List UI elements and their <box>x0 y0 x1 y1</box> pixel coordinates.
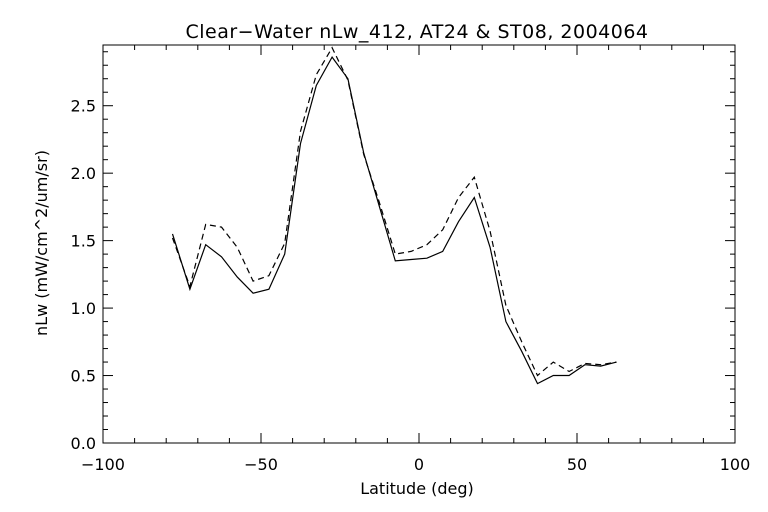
y-tick-label: 0.5 <box>71 367 96 386</box>
y-tick-label: 1.5 <box>71 232 96 251</box>
x-tick-label: 100 <box>720 455 751 474</box>
series-layer <box>171 46 617 385</box>
y-axis-title: nLw (mW/cm^2/um/sr) <box>32 150 51 336</box>
x-tick-label: −100 <box>81 455 125 474</box>
y-tick-label: 2.5 <box>71 97 96 116</box>
chart-title: Clear−Water nLw_412, AT24 & ST08, 200406… <box>185 21 648 43</box>
x-tick-label: −50 <box>244 455 278 474</box>
y-tick-label: 2.0 <box>71 164 96 183</box>
y-axis: 0.0 0.5 1.0 1.5 2.0 2.5 <box>71 51 735 453</box>
y-tick-label: 0.0 <box>71 434 96 453</box>
y-tick-label: 1.0 <box>71 299 96 318</box>
plot-frame <box>102 44 736 444</box>
x-tick-label: 50 <box>567 455 587 474</box>
series-line-dashed <box>171 46 617 377</box>
x-axis-title: Latitude (deg) <box>360 479 474 498</box>
x-axis: −100 −50 0 50 100 <box>81 45 750 474</box>
series-line-solid <box>171 55 617 385</box>
x-tick-label: 0 <box>414 455 424 474</box>
